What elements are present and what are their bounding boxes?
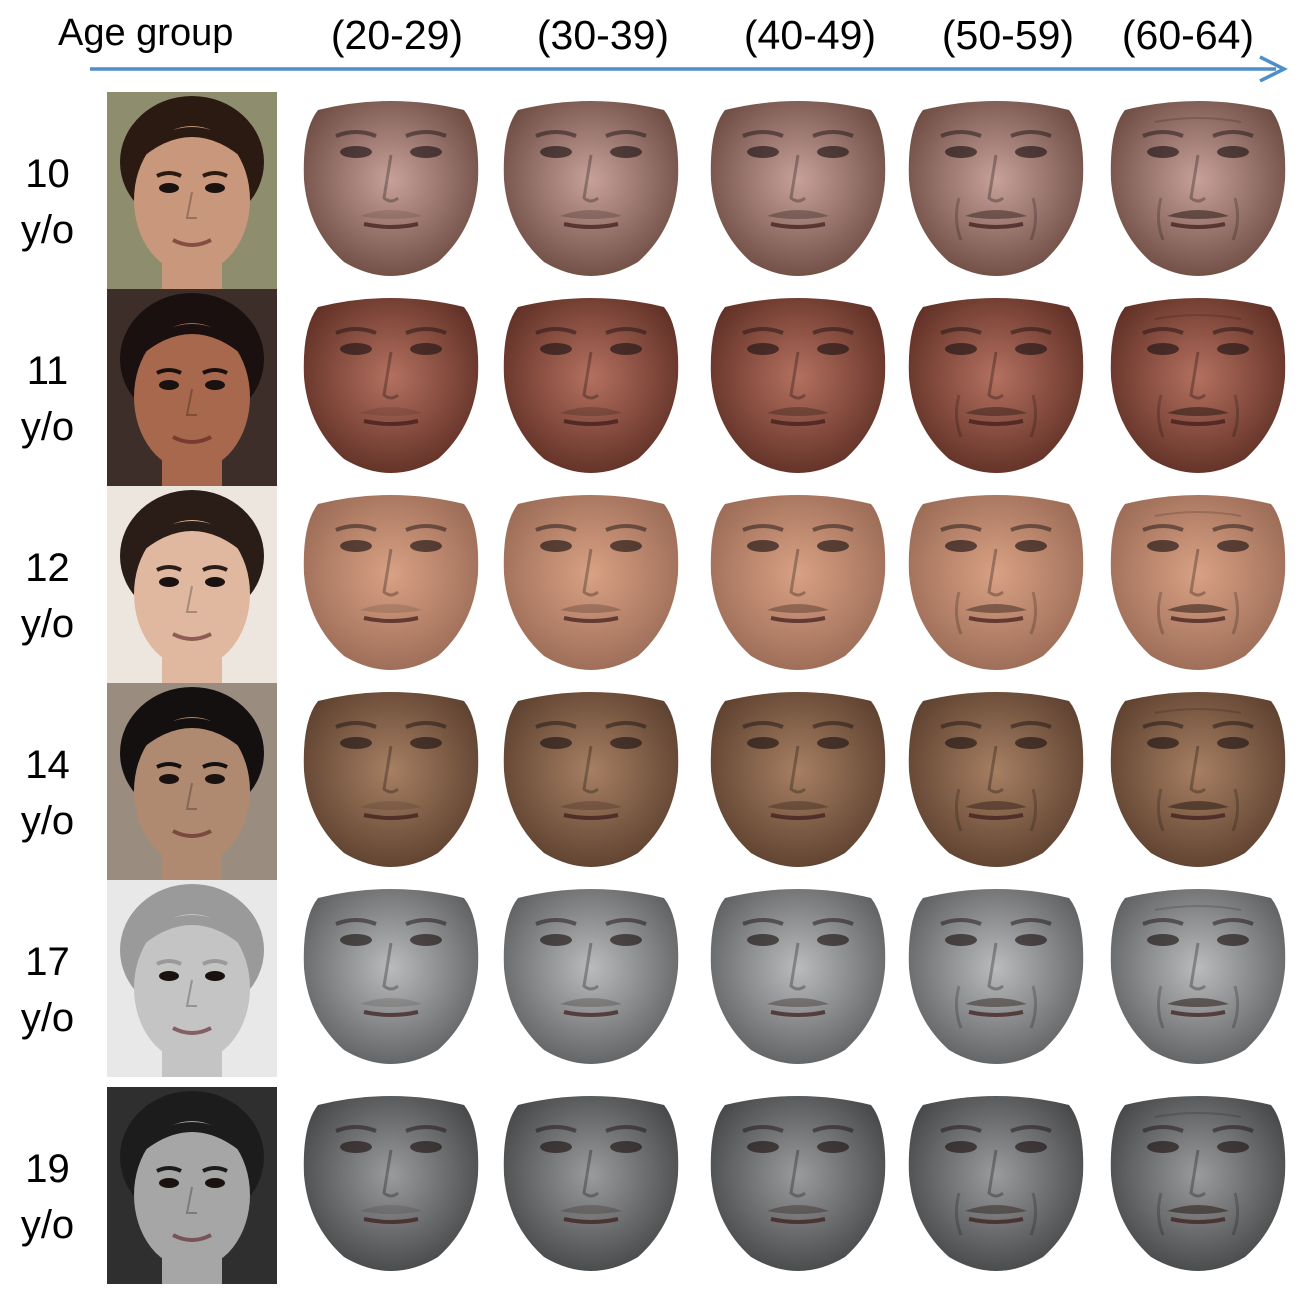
childhood-photo — [107, 289, 277, 486]
age-value: 12 — [25, 546, 70, 590]
age-value: 11 — [26, 349, 69, 393]
aged-face-14-col-4 — [903, 691, 1089, 871]
childhood-photo — [107, 880, 277, 1077]
age-value: 17 — [25, 940, 70, 984]
row-age-label: 17 y/o — [0, 934, 95, 1046]
aged-face-10-col-5 — [1105, 100, 1291, 280]
childhood-photo — [107, 486, 277, 683]
aged-face-14-col-5 — [1105, 691, 1291, 871]
aged-face-11-col-1 — [298, 297, 484, 477]
row-age-label: 12 y/o — [0, 540, 95, 652]
aged-face-10-col-3 — [705, 100, 891, 280]
aged-face-19-col-2 — [498, 1095, 684, 1275]
face-row-11: 11 y/o — [0, 289, 1311, 487]
age-unit: y/o — [20, 996, 75, 1040]
aged-face-12-col-4 — [903, 494, 1089, 674]
column-label-50-59: (50-59) — [941, 12, 1075, 58]
aged-face-14-col-3 — [705, 691, 891, 871]
aged-face-12-col-1 — [298, 494, 484, 674]
face-row-17: 17 y/o — [0, 880, 1311, 1078]
aged-face-12-col-2 — [498, 494, 684, 674]
row-age-label: 10 y/o — [0, 146, 95, 258]
face-row-14: 14 y/o — [0, 683, 1311, 881]
row-age-label: 19 y/o — [0, 1141, 95, 1253]
aged-face-10-col-4 — [903, 100, 1089, 280]
childhood-photo — [107, 1087, 277, 1284]
age-value: 19 — [25, 1147, 70, 1191]
column-label-30-39: (30-39) — [536, 12, 670, 58]
aged-face-19-col-1 — [298, 1095, 484, 1275]
aged-face-19-col-3 — [705, 1095, 891, 1275]
aged-face-14-col-2 — [498, 691, 684, 871]
age-unit: y/o — [20, 405, 75, 449]
age-unit: y/o — [20, 1203, 75, 1247]
aged-face-11-col-5 — [1105, 297, 1291, 477]
aged-face-10-col-1 — [298, 100, 484, 280]
age-unit: y/o — [20, 208, 75, 252]
aged-face-12-col-3 — [705, 494, 891, 674]
age-unit: y/o — [20, 799, 75, 843]
face-row-19: 19 y/o — [0, 1087, 1311, 1285]
column-label-20-29: (20-29) — [330, 12, 464, 58]
row-age-label: 11 y/o — [0, 343, 95, 455]
aged-face-10-col-2 — [498, 100, 684, 280]
aged-face-17-col-2 — [498, 888, 684, 1068]
column-label-60-64: (60-64) — [1121, 12, 1255, 58]
aged-face-11-col-2 — [498, 297, 684, 477]
aged-face-11-col-3 — [705, 297, 891, 477]
childhood-photo — [107, 92, 277, 289]
age-group-title: Age group — [58, 12, 234, 54]
age-value: 10 — [25, 152, 70, 196]
face-row-12: 12 y/o — [0, 486, 1311, 684]
aged-face-11-col-4 — [903, 297, 1089, 477]
row-age-label: 14 y/o — [0, 737, 95, 849]
childhood-photo — [107, 683, 277, 880]
column-label-40-49: (40-49) — [743, 12, 877, 58]
aged-face-17-col-3 — [705, 888, 891, 1068]
age-value: 14 — [25, 743, 70, 787]
age-unit: y/o — [20, 602, 75, 646]
aged-face-17-col-1 — [298, 888, 484, 1068]
age-progression-arrow — [90, 55, 1288, 82]
aged-face-14-col-1 — [298, 691, 484, 871]
aged-face-19-col-5 — [1105, 1095, 1291, 1275]
aged-face-19-col-4 — [903, 1095, 1089, 1275]
aged-face-12-col-5 — [1105, 494, 1291, 674]
face-row-10: 10 y/o — [0, 92, 1311, 290]
aged-face-17-col-4 — [903, 888, 1089, 1068]
aged-face-17-col-5 — [1105, 888, 1291, 1068]
